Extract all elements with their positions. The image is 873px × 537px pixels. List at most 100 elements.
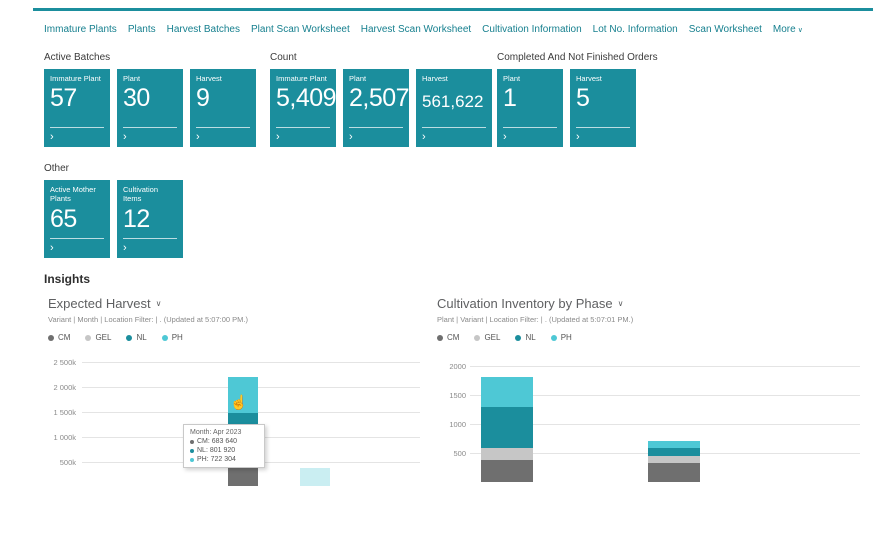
bar-segment-ph[interactable] (648, 440, 700, 448)
nav-cultivation-information[interactable]: Cultivation Information (482, 24, 582, 35)
bar-segment-ph[interactable] (481, 377, 533, 408)
chart-tooltip: Month: Apr 2023 CM: 683 640 NL: 801 920 … (183, 424, 265, 468)
tile-underline (349, 127, 403, 128)
gridline (470, 424, 860, 425)
chevron-right-icon[interactable]: › (50, 131, 54, 143)
tile-active-mother-plants[interactable]: Active Mother Plants 65 › (44, 180, 110, 258)
tile-count-harvest[interactable]: Harvest 561,622 › (416, 69, 492, 147)
tile-value: 57 (50, 84, 77, 113)
tile-underline (50, 127, 104, 128)
legend-item-nl[interactable]: NL (126, 333, 147, 342)
legend-item-ph[interactable]: PH (550, 333, 572, 342)
series-dot-icon (190, 457, 194, 462)
chart-title-dropdown[interactable]: Cultivation Inventory by Phase ∨ (437, 296, 623, 311)
tile-label: Cultivation Items (123, 185, 159, 204)
bar-segment-gel[interactable] (481, 448, 533, 460)
y-axis-tick-label: 1000 (449, 420, 466, 429)
tooltip-title: Month: Apr 2023 (190, 429, 242, 436)
chevron-right-icon[interactable]: › (123, 131, 127, 143)
insights-heading: Insights (44, 272, 91, 286)
tile-label: Harvest (422, 74, 448, 83)
tile-label: Immature Plant (276, 74, 327, 83)
kpi-other-row: Other Active Mother Plants 65 › Cultivat… (44, 163, 444, 268)
tile-count-plant[interactable]: Plant 2,507 › (343, 69, 410, 147)
tile-label: Plant (349, 74, 367, 83)
nav-harvest-batches[interactable]: Harvest Batches (166, 24, 240, 35)
chevron-right-icon[interactable]: › (196, 131, 200, 143)
tile-value: 561,622 (422, 92, 484, 112)
y-axis-tick-label: 2 500k (53, 358, 76, 367)
tile-value: 12 (123, 204, 150, 233)
series-dot-icon (190, 448, 194, 453)
tile-label: Immature Plant (50, 74, 101, 83)
legend-dot-icon (126, 334, 133, 341)
legend-item-cm[interactable]: CM (48, 333, 70, 342)
chevron-down-icon: ∨ (617, 299, 624, 308)
bar-segment-ph[interactable] (228, 376, 258, 413)
y-axis-tick-label: 500k (59, 458, 76, 467)
chevron-right-icon[interactable]: › (349, 131, 353, 143)
group-title: Count (270, 52, 297, 63)
nav-immature-plants[interactable]: Immature Plants (44, 24, 117, 35)
chevron-right-icon[interactable]: › (123, 242, 127, 254)
group-count: Count Immature Plant 5,409 › Plant 2,507… (270, 52, 492, 147)
group-active-batches: Active Batches Immature Plant 57 › Plant… (44, 52, 256, 147)
bar-segment-ph[interactable] (300, 468, 330, 486)
tile-cultivation-items[interactable]: Cultivation Items 12 › (117, 180, 183, 258)
tile-value: 5,409 (276, 84, 337, 113)
chevron-down-icon: ∨ (797, 27, 803, 34)
group-title: Completed And Not Finished Orders (497, 52, 658, 63)
tile-underline (422, 127, 486, 128)
bar-segment-gel[interactable] (648, 455, 700, 463)
tile-active-batches-plant[interactable]: Plant 30 › (117, 69, 183, 147)
tile-underline (276, 127, 330, 128)
tile-label: Active Mother Plants (50, 185, 96, 204)
y-axis-tick-label: 2 000k (53, 383, 76, 392)
chart-legend: CM GEL NL PH (437, 333, 867, 342)
tile-value: 2,507 (349, 84, 410, 113)
legend-item-nl[interactable]: NL (515, 333, 536, 342)
nav-harvest-scan-worksheet[interactable]: Harvest Scan Worksheet (360, 24, 472, 35)
tile-orders-plant[interactable]: Plant 1 › (497, 69, 563, 147)
app-top-border (33, 8, 873, 11)
legend-dot-icon (48, 334, 54, 341)
tile-value: 5 (576, 84, 590, 113)
tile-underline (196, 127, 250, 128)
nav-plants[interactable]: Plants (127, 24, 156, 35)
tile-orders-harvest[interactable]: Harvest 5 › (570, 69, 636, 147)
legend-item-gel[interactable]: GEL (85, 333, 111, 342)
chart-plot: 2000 1500 1000 500 (437, 296, 867, 486)
nav-lot-no-information[interactable]: Lot No. Information (592, 24, 678, 35)
legend-item-ph[interactable]: PH (161, 333, 183, 342)
chevron-right-icon[interactable]: › (503, 131, 507, 143)
nav-plant-scan-worksheet[interactable]: Plant Scan Worksheet (250, 24, 350, 35)
gridline (82, 362, 420, 363)
tooltip-row: NL: 801 920 (190, 447, 258, 454)
tile-value: 9 (196, 84, 210, 113)
chevron-right-icon[interactable]: › (50, 242, 54, 254)
bar-segment-nl[interactable] (648, 447, 700, 456)
chevron-right-icon[interactable]: › (422, 131, 426, 143)
group-other: Other Active Mother Plants 65 › Cultivat… (44, 163, 183, 258)
gridline (470, 366, 860, 367)
tile-value: 1 (503, 84, 517, 113)
nav-more-menu[interactable]: More ∨ (772, 24, 803, 35)
chart-title: Expected Harvest (48, 296, 151, 311)
chevron-right-icon[interactable]: › (276, 131, 280, 143)
chevron-right-icon[interactable]: › (576, 131, 580, 143)
bar-segment-nl[interactable] (481, 407, 533, 449)
tile-active-batches-harvest[interactable]: Harvest 9 › (190, 69, 256, 147)
nav-scan-worksheet[interactable]: Scan Worksheet (688, 24, 762, 35)
legend-item-cm[interactable]: CM (437, 333, 459, 342)
group-title: Active Batches (44, 52, 111, 63)
gridline (470, 395, 860, 396)
legend-item-gel[interactable]: GEL (474, 333, 500, 342)
chart-cultivation-inventory-by-phase: Cultivation Inventory by Phase ∨ Plant |… (437, 296, 867, 486)
bar-segment-cm[interactable] (481, 459, 533, 482)
tile-count-immature-plant[interactable]: Immature Plant 5,409 › (270, 69, 337, 147)
chart-title-dropdown[interactable]: Expected Harvest ∨ (48, 296, 161, 311)
tile-active-batches-immature-plant[interactable]: Immature Plant 57 › (44, 69, 110, 147)
y-axis-tick-label: 1 500k (53, 408, 76, 417)
kpi-groups-row: Active Batches Immature Plant 57 › Plant… (44, 52, 844, 157)
bar-segment-cm[interactable] (648, 462, 700, 482)
